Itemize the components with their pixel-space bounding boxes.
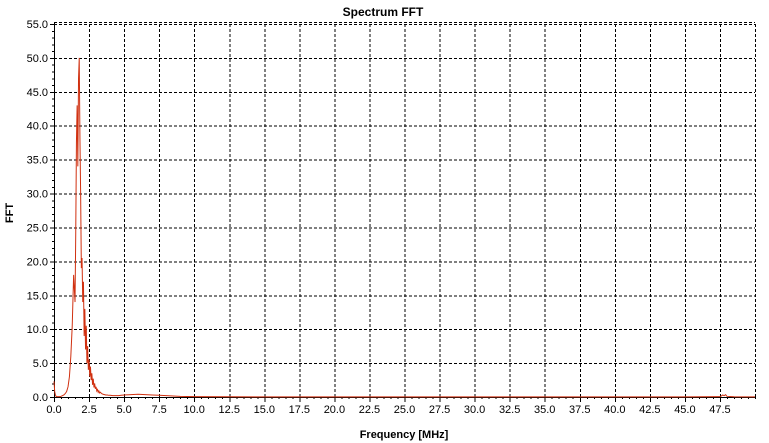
y-tick-label: 35.0 — [27, 155, 48, 167]
y-tick-label: 15.0 — [27, 290, 48, 302]
x-tick-label: 32.5 — [499, 404, 520, 416]
y-tick-label: 0.0 — [33, 392, 48, 404]
x-tick-label: 7.5 — [152, 404, 167, 416]
y-tick-label: 45.0 — [27, 87, 48, 99]
y-tick-label: 55.0 — [27, 19, 48, 31]
x-tick-label: 37.5 — [569, 404, 590, 416]
x-tick-label: 30.0 — [464, 404, 485, 416]
y-tick-label: 40.0 — [27, 121, 48, 133]
x-tick-label: 12.5 — [219, 404, 240, 416]
x-tick-label: 27.5 — [429, 404, 450, 416]
x-tick-label: 22.5 — [359, 404, 380, 416]
x-tick-label: 45.0 — [674, 404, 695, 416]
chart-title: Spectrum FFT — [343, 5, 424, 19]
tick-layer: 0.0 2.5 5.0 7.5 10.0 12.5 15.0 17.5 20.0 22.5 25.0… — [27, 19, 756, 416]
x-tick-label: 5.0 — [116, 404, 131, 416]
x-tick-label: 20.0 — [324, 404, 345, 416]
y-tick-label: 25.0 — [27, 222, 48, 234]
series-layer — [53, 57, 756, 398]
x-tick-label: 47.5 — [709, 404, 730, 416]
x-axis-label: Frequency [MHz] — [360, 429, 449, 441]
y-tick-label: 20.0 — [27, 256, 48, 268]
y-axis-label: FFT — [4, 203, 16, 223]
x-tick-label: 0.0 — [46, 404, 61, 416]
x-tick-label: 17.5 — [289, 404, 310, 416]
x-tick-label: 15.0 — [254, 404, 275, 416]
y-tick-label: 5.0 — [33, 358, 48, 370]
grid-layer — [54, 22, 756, 397]
x-tick-label: 2.5 — [81, 404, 96, 416]
x-tick-label: 25.0 — [394, 404, 415, 416]
y-tick-label: 30.0 — [27, 189, 48, 201]
y-tick-label: 10.0 — [27, 324, 48, 336]
fft-series-line — [53, 57, 756, 398]
x-tick-label: 40.0 — [604, 404, 625, 416]
x-tick-label: 35.0 — [534, 404, 555, 416]
x-tick-label: 10.0 — [183, 404, 204, 416]
x-tick-label: 42.5 — [639, 404, 660, 416]
y-tick-label: 50.0 — [27, 53, 48, 65]
